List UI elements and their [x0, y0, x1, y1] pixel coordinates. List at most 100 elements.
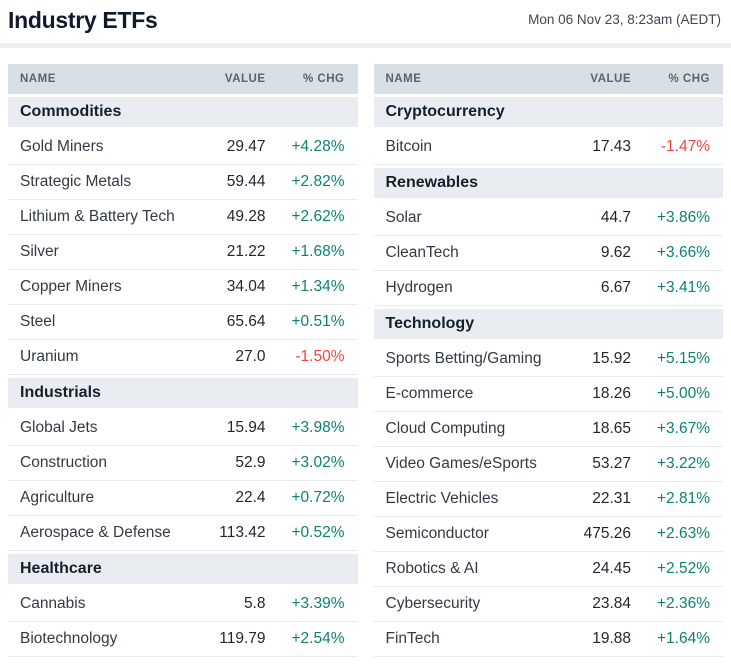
table-row[interactable]: Video Games/eSports 53.27 +3.22%	[373, 447, 723, 482]
etf-name[interactable]: Agriculture	[20, 489, 95, 506]
column-header-row: NAME VALUE % CHG	[8, 64, 358, 94]
etf-name[interactable]: Semiconductor	[385, 525, 489, 542]
etf-name[interactable]: Biotechnology	[20, 630, 118, 647]
etf-value: 475.26	[583, 525, 631, 542]
etf-name[interactable]: Global Jets	[20, 419, 98, 436]
etf-value: 52.9	[235, 454, 266, 471]
etf-value: 27.0	[235, 348, 266, 365]
table-row[interactable]: Bitcoin 17.43 -1.47%	[373, 130, 723, 165]
section-label: Commodities	[20, 103, 122, 120]
etf-value: 19.88	[592, 630, 631, 647]
etf-change: +2.54%	[291, 630, 345, 647]
table-row[interactable]: Agriculture 22.4 +0.72%	[8, 481, 358, 516]
etf-name[interactable]: Hydrogen	[385, 279, 453, 296]
etf-name[interactable]: FinTech	[385, 630, 440, 647]
etf-name[interactable]: Solar	[385, 209, 422, 226]
etf-name[interactable]: Cybersecurity	[385, 595, 481, 612]
table-row[interactable]: CleanTech 9.62 +3.66%	[373, 236, 723, 271]
etf-name[interactable]: Construction	[20, 454, 108, 471]
table-row[interactable]: Construction 52.9 +3.02%	[8, 446, 358, 481]
header-divider	[0, 43, 731, 48]
etf-name[interactable]: CleanTech	[385, 244, 459, 261]
etf-value: 22.4	[235, 489, 266, 506]
etf-name[interactable]: Electric Vehicles	[385, 490, 499, 507]
header-bar: Industry ETFs Mon 06 Nov 23, 8:23am (AED…	[0, 0, 731, 35]
section-label: Renewables	[385, 174, 478, 191]
etf-name[interactable]: Lithium & Battery Tech	[20, 208, 175, 225]
etf-name[interactable]: Uranium	[20, 348, 79, 365]
column-header-chg: % CHG	[668, 73, 710, 85]
etf-name[interactable]: Copper Miners	[20, 278, 122, 295]
etf-change: +1.34%	[291, 278, 345, 295]
column-header-chg: % CHG	[303, 73, 345, 85]
etf-change: +3.66%	[656, 244, 710, 261]
table-row[interactable]: Hydrogen 6.67 +3.41%	[373, 271, 723, 306]
table-row[interactable]: Robotics & AI 24.45 +2.52%	[373, 552, 723, 587]
etf-change: -1.47%	[660, 138, 710, 155]
table-row[interactable]: Aerospace & Defense 113.42 +0.52%	[8, 516, 358, 551]
etf-change: +1.64%	[656, 630, 710, 647]
etf-name[interactable]: Aerospace & Defense	[20, 524, 171, 541]
etf-value: 21.22	[226, 243, 266, 260]
table-row[interactable]: Copper Miners 34.04 +1.34%	[8, 270, 358, 305]
table-row[interactable]: Steel 65.64 +0.51%	[8, 305, 358, 340]
section-label: Technology	[385, 315, 475, 332]
etf-value: 18.65	[592, 420, 631, 437]
column-header-value: VALUE	[590, 73, 631, 85]
etf-name[interactable]: Sports Betting/Gaming	[385, 350, 542, 367]
table-row[interactable]: Silver 21.22 +1.68%	[8, 235, 358, 270]
table-row[interactable]: Solar 44.7 +3.86%	[373, 201, 723, 236]
etf-change: +3.98%	[291, 419, 345, 436]
section-header: Industrials	[8, 378, 358, 408]
column-header-name: NAME	[20, 73, 56, 85]
table-row[interactable]: Cloud Computing 18.65 +3.67%	[373, 412, 723, 447]
etf-change: +0.72%	[291, 489, 345, 506]
etf-change: +2.36%	[656, 595, 710, 612]
section-header: Cryptocurrency	[373, 97, 723, 127]
table-row[interactable]: Biotechnology 119.79 +2.54%	[8, 622, 358, 657]
table-row[interactable]: Global Jets 15.94 +3.98%	[8, 411, 358, 446]
etf-change: +4.28%	[291, 138, 345, 155]
etf-name[interactable]: Strategic Metals	[20, 173, 132, 190]
etf-value: 53.27	[592, 455, 631, 472]
table-row[interactable]: Gold Miners 29.47 +4.28%	[8, 130, 358, 165]
section-header: Healthcare	[8, 554, 358, 584]
etf-value: 9.62	[600, 244, 631, 261]
etf-change: +3.22%	[656, 455, 710, 472]
etf-change: +3.67%	[656, 420, 710, 437]
section-label: Cryptocurrency	[385, 103, 505, 120]
etf-name[interactable]: Steel	[20, 313, 56, 330]
table-row[interactable]: Uranium 27.0 -1.50%	[8, 340, 358, 375]
table-row[interactable]: Cybersecurity 23.84 +2.36%	[373, 587, 723, 622]
etf-name[interactable]: Bitcoin	[385, 138, 433, 155]
section-header: Renewables	[373, 168, 723, 198]
column-header-name: NAME	[385, 73, 422, 85]
etf-change: +3.02%	[291, 454, 345, 471]
table-row[interactable]: Semiconductor 475.26 +2.63%	[373, 517, 723, 552]
etf-name[interactable]: Gold Miners	[20, 138, 104, 155]
page-title: Industry ETFs	[8, 7, 158, 33]
table-row[interactable]: Cannabis 5.8 +3.39%	[8, 587, 358, 622]
table-row[interactable]: Strategic Metals 59.44 +2.82%	[8, 165, 358, 200]
etf-change: +3.39%	[291, 595, 345, 612]
etf-value: 34.04	[226, 278, 266, 295]
table-row[interactable]: E-commerce 18.26 +5.00%	[373, 377, 723, 412]
etf-value: 59.44	[226, 173, 266, 190]
etf-change: -1.50%	[295, 348, 345, 365]
section-header: Technology	[373, 309, 723, 339]
etf-name[interactable]: E-commerce	[385, 385, 474, 402]
table-row[interactable]: Lithium & Battery Tech 49.28 +2.62%	[8, 200, 358, 235]
etf-name[interactable]: Cannabis	[20, 595, 86, 612]
table-row[interactable]: Sports Betting/Gaming 15.92 +5.15%	[373, 342, 723, 377]
table-row[interactable]: FinTech 19.88 +1.64%	[373, 622, 723, 657]
table-row[interactable]: Electric Vehicles 22.31 +2.81%	[373, 482, 723, 517]
etf-value: 29.47	[226, 138, 266, 155]
etf-name[interactable]: Video Games/eSports	[385, 455, 537, 472]
etf-name[interactable]: Robotics & AI	[385, 560, 479, 577]
etf-value: 6.67	[600, 279, 631, 296]
etf-change: +3.41%	[656, 279, 710, 296]
etf-value: 44.7	[600, 209, 631, 226]
etf-name[interactable]: Silver	[20, 243, 59, 260]
etf-name[interactable]: Cloud Computing	[385, 420, 506, 437]
